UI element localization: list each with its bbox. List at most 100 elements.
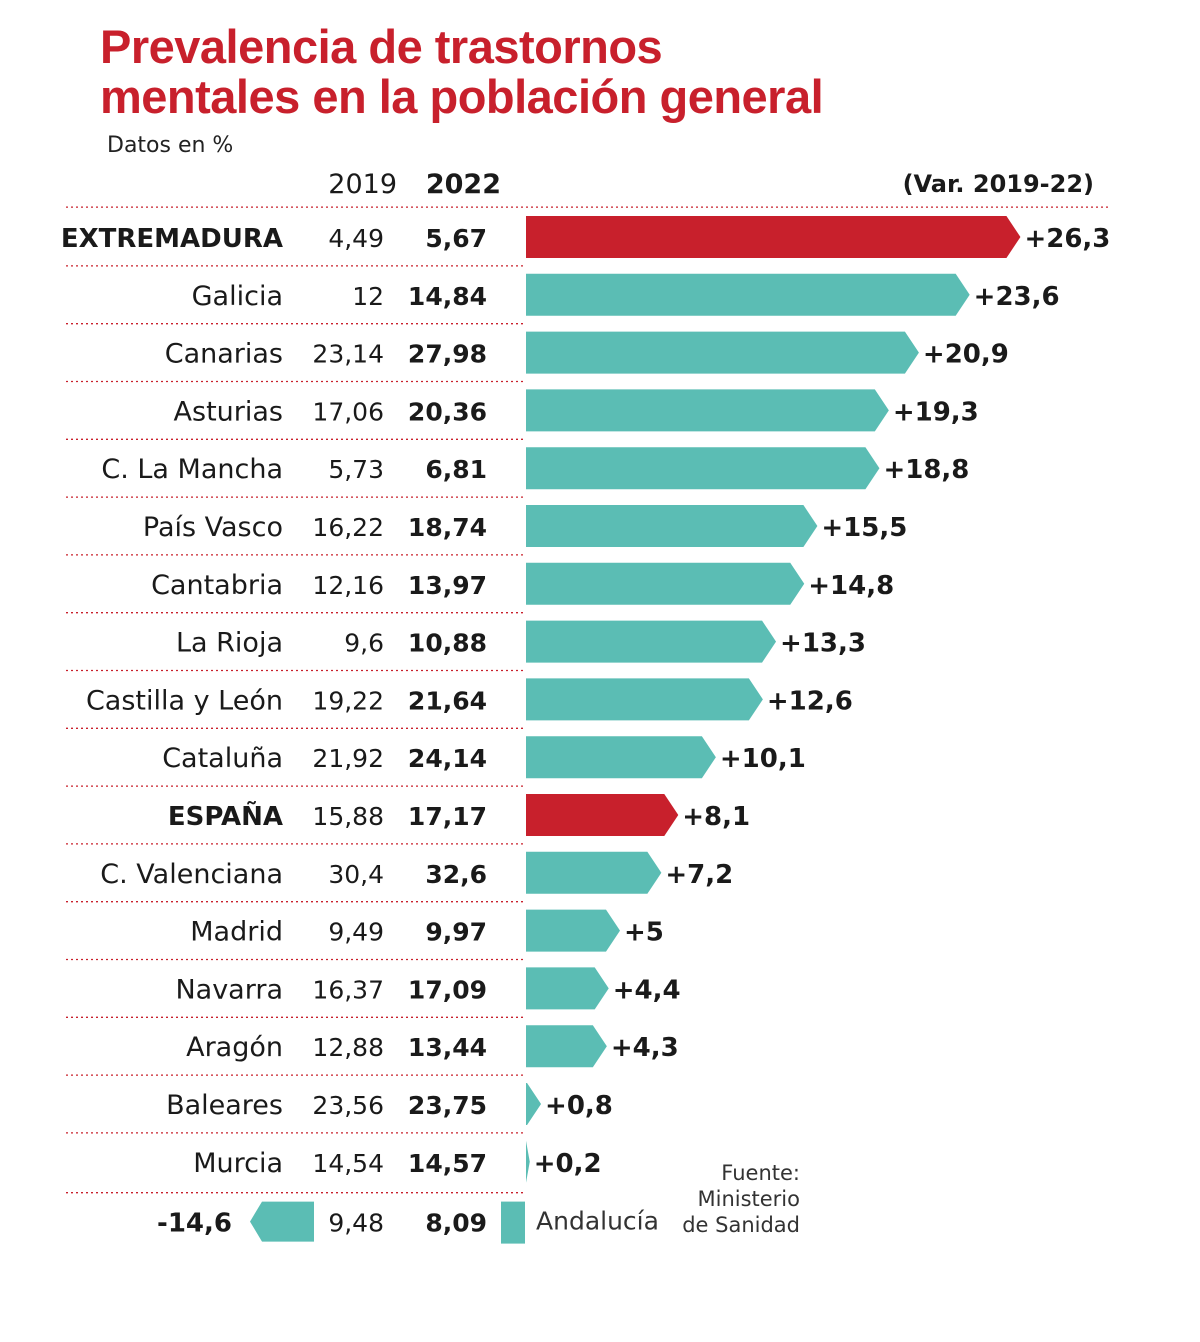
- value-2022: 17,09: [408, 975, 487, 1004]
- value-2019: 15,88: [312, 802, 384, 831]
- value-2019: 17,06: [312, 397, 384, 426]
- value-2022: 5,67: [425, 224, 487, 253]
- value-2022: 8,09: [425, 1209, 487, 1238]
- region-label: Baleares: [166, 1090, 283, 1121]
- value-2022: 27,98: [408, 340, 487, 369]
- variation-label: +0,2: [534, 1149, 602, 1179]
- region-label: C. Valenciana: [100, 859, 283, 890]
- variation-bar: [526, 909, 620, 952]
- variation-bar: [526, 216, 1021, 258]
- value-2019: 16,22: [312, 513, 384, 542]
- variation-label-negative: -14,6: [157, 1209, 232, 1239]
- value-2022: 32,6: [425, 860, 487, 889]
- value-2019: 12: [352, 282, 384, 311]
- region-label: C. La Mancha: [101, 454, 283, 485]
- andalucia-marker: [501, 1201, 525, 1244]
- variation-bar: [526, 1025, 607, 1068]
- value-2019: 9,48: [328, 1209, 384, 1238]
- value-2022: 14,84: [408, 282, 487, 311]
- value-2022: 23,75: [408, 1091, 487, 1120]
- variation-bar: [526, 967, 609, 1010]
- region-label: Galicia: [192, 281, 283, 312]
- variation-label: +4,3: [611, 1033, 679, 1063]
- variation-label: +13,3: [780, 629, 866, 659]
- variation-label: +8,1: [682, 802, 750, 832]
- variation-bar: [526, 273, 970, 316]
- variation-label: +20,9: [923, 340, 1009, 370]
- variation-label: +15,5: [821, 513, 907, 543]
- region-label: Navarra: [175, 974, 283, 1005]
- value-2019: 12,88: [312, 1033, 384, 1062]
- region-label: Castilla y León: [86, 685, 283, 716]
- header-2019: 2019: [328, 169, 397, 200]
- variation-bar: [526, 505, 818, 547]
- value-2022: 13,97: [408, 571, 487, 600]
- source-note: Ministerio: [697, 1187, 800, 1211]
- title-line-2: mentales en la población general: [100, 70, 824, 123]
- region-label: País Vasco: [143, 512, 283, 543]
- value-2019: 9,49: [328, 918, 384, 947]
- region-label: Cantabria: [151, 570, 283, 601]
- variation-label: +0,8: [545, 1091, 613, 1121]
- region-label: Canarias: [165, 339, 283, 370]
- variation-bar: [526, 678, 763, 721]
- value-2019: 14,54: [312, 1149, 384, 1178]
- region-label: Cataluña: [162, 743, 283, 774]
- variation-bar: [526, 562, 805, 605]
- value-2019: 21,92: [312, 744, 384, 773]
- variation-bar: [526, 447, 880, 490]
- region-label: La Rioja: [176, 628, 283, 659]
- value-2022: 13,44: [408, 1033, 487, 1062]
- variation-bar: [526, 1140, 530, 1183]
- value-2022: 17,17: [408, 802, 487, 831]
- source-note: de Sanidad: [682, 1213, 800, 1237]
- value-2019: 23,56: [312, 1091, 384, 1120]
- region-label: Madrid: [190, 917, 283, 948]
- variation-label: +10,1: [720, 744, 806, 774]
- title-line-1: Prevalencia de trastornos: [100, 20, 663, 73]
- value-2019: 16,37: [312, 975, 384, 1004]
- value-2019: 12,16: [312, 571, 384, 600]
- variation-label: +14,8: [808, 571, 894, 601]
- variation-bar: [526, 1083, 542, 1125]
- variation-bar: [526, 331, 919, 374]
- variation-bar: [526, 620, 777, 663]
- variation-label: +19,3: [893, 397, 979, 427]
- region-label: Aragón: [186, 1032, 283, 1063]
- variation-label: +26,3: [1024, 224, 1110, 254]
- region-label: Andalucía: [536, 1207, 659, 1236]
- value-2022: 10,88: [408, 629, 487, 658]
- value-2022: 18,74: [408, 513, 487, 542]
- value-2019: 30,4: [328, 860, 384, 889]
- value-2019: 23,14: [312, 340, 384, 369]
- variation-label: +12,6: [767, 686, 853, 716]
- variation-bar: [526, 851, 662, 894]
- region-label: Murcia: [193, 1148, 283, 1179]
- value-2022: 9,97: [425, 918, 487, 947]
- value-2022: 14,57: [408, 1149, 487, 1178]
- variation-label: +18,8: [883, 455, 969, 485]
- region-label: Asturias: [174, 396, 283, 427]
- variation-label: +23,6: [974, 282, 1060, 312]
- variation-bar: [526, 794, 679, 836]
- variation-label: +4,4: [613, 975, 681, 1005]
- variation-label: +5: [624, 918, 664, 948]
- variation-label: +7,2: [665, 860, 733, 890]
- value-2019: 4,49: [328, 224, 384, 253]
- page-title: Prevalencia de trastornos mentales en la…: [100, 22, 1100, 122]
- value-2022: 21,64: [408, 686, 487, 715]
- value-2019: 19,22: [312, 686, 384, 715]
- value-2022: 6,81: [425, 455, 487, 484]
- variation-bar: [526, 736, 716, 779]
- source-note: Fuente:: [721, 1161, 800, 1185]
- value-2019: 5,73: [328, 455, 384, 484]
- header-2022: 2022: [426, 169, 501, 200]
- region-label: EXTREMADURA: [61, 224, 283, 254]
- value-2022: 24,14: [408, 744, 487, 773]
- variation-bar: [526, 389, 889, 432]
- value-2022: 20,36: [408, 397, 487, 426]
- header-variation: (Var. 2019-22): [903, 170, 1094, 198]
- subtitle: Datos en %: [107, 133, 234, 158]
